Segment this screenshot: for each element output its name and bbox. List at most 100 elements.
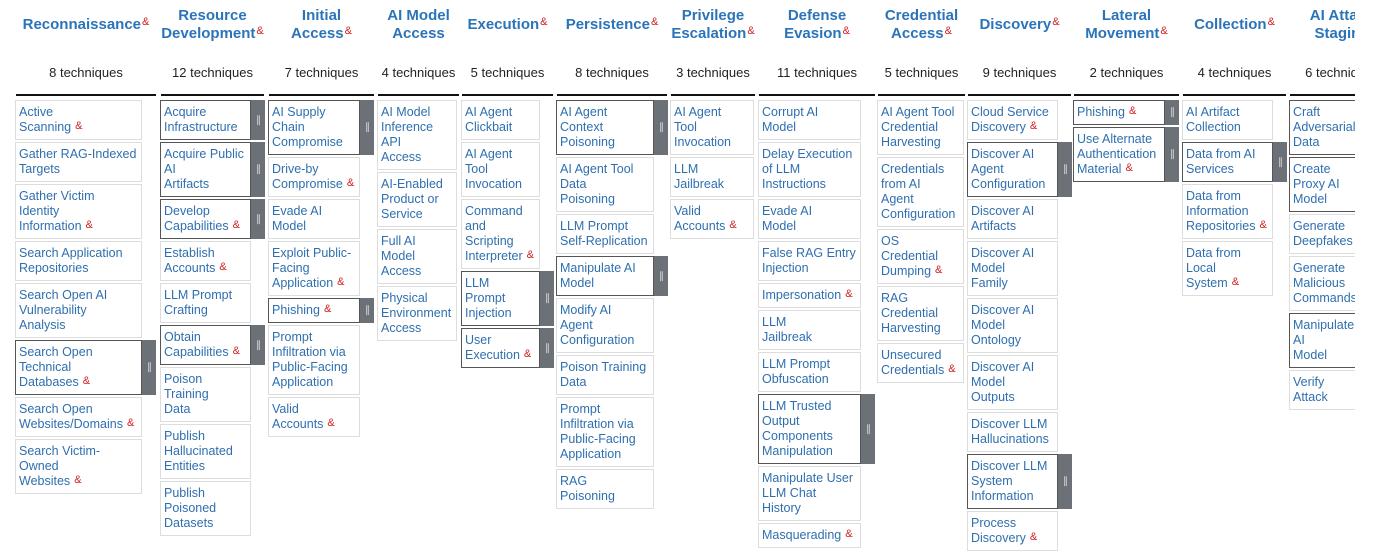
technique-cell[interactable]: LLM Jailbreak xyxy=(670,157,754,197)
expand-subtechniques-handle[interactable]: ∥ xyxy=(251,325,265,365)
expand-subtechniques-handle[interactable]: ∥ xyxy=(251,199,265,239)
technique-cell[interactable]: Develop Capabilities & xyxy=(160,199,251,239)
technique-cell[interactable]: AI Agent Context Poisoning xyxy=(556,100,654,155)
technique-cell[interactable]: Manipulate User LLM Chat History xyxy=(758,466,861,521)
tactic-title[interactable]: Execution& xyxy=(467,16,547,34)
technique-cell[interactable]: Masquerading & xyxy=(758,523,861,548)
technique-cell[interactable]: Discover LLM System Information xyxy=(967,454,1058,509)
expand-subtechniques-handle[interactable]: ∥ xyxy=(540,328,554,368)
tactic-title[interactable]: Discovery& xyxy=(979,16,1059,34)
technique-cell[interactable]: Phishing & xyxy=(1073,100,1165,125)
tactic-title[interactable]: AI Attack Staging xyxy=(1310,7,1355,43)
technique-cell[interactable]: Corrupt AI Model xyxy=(758,100,861,140)
tactic-title[interactable]: Reconnaissance& xyxy=(23,16,150,34)
technique-cell[interactable]: Publish Hallucinated Entities xyxy=(160,424,251,479)
technique-cell[interactable]: Evade AI Model xyxy=(268,199,360,239)
tactic-title[interactable]: Resource Development& xyxy=(161,7,264,43)
technique-cell[interactable]: AI Supply Chain Compromise xyxy=(268,100,360,155)
technique-cell[interactable]: AI Artifact Collection xyxy=(1182,100,1273,140)
technique-cell[interactable]: Evade AI Model xyxy=(758,199,861,239)
tactic-title[interactable]: Initial Access& xyxy=(291,7,352,43)
technique-cell[interactable]: Search Open Websites/Domains & xyxy=(15,397,142,437)
tactic-title[interactable]: Collection& xyxy=(1194,16,1275,34)
technique-cell[interactable]: LLM Prompt Injection xyxy=(461,271,540,326)
technique-cell[interactable]: AI Agent Clickbait xyxy=(461,100,540,140)
technique-cell[interactable]: Poison Training Data xyxy=(556,355,654,395)
technique-cell[interactable]: Acquire Infrastructure xyxy=(160,100,251,140)
expand-subtechniques-handle[interactable]: ∥ xyxy=(654,256,668,296)
expand-subtechniques-handle[interactable]: ∥ xyxy=(1165,127,1179,182)
technique-cell[interactable]: Data from AI Services xyxy=(1182,142,1273,182)
technique-cell[interactable]: Discover AI Model Ontology xyxy=(967,298,1058,353)
tactic-title[interactable]: Credential Access& xyxy=(885,7,958,43)
technique-cell[interactable]: LLM Prompt Self-Replication xyxy=(556,214,654,254)
technique-cell[interactable]: Drive-by Compromise & xyxy=(268,157,360,197)
technique-cell[interactable]: Discover AI Agent Configuration xyxy=(967,142,1058,197)
technique-cell[interactable]: AI-Enabled Product or Service xyxy=(377,172,457,227)
technique-cell[interactable]: Process Discovery & xyxy=(967,511,1058,551)
technique-cell[interactable]: Generate Malicious Commands xyxy=(1289,256,1355,311)
technique-cell[interactable]: RAG Poisoning xyxy=(556,469,654,509)
technique-cell[interactable]: LLM Jailbreak xyxy=(758,310,861,350)
technique-cell[interactable]: AI Agent Tool Invocation xyxy=(461,142,540,197)
technique-cell[interactable]: Establish Accounts & xyxy=(160,241,251,281)
expand-subtechniques-handle[interactable]: ∥ xyxy=(1273,142,1287,182)
expand-subtechniques-handle[interactable]: ∥ xyxy=(1058,454,1072,509)
expand-subtechniques-handle[interactable]: ∥ xyxy=(360,298,374,323)
technique-cell[interactable]: Valid Accounts & xyxy=(268,397,360,437)
technique-cell[interactable]: Data from Information Repositories & xyxy=(1182,184,1273,239)
expand-subtechniques-handle[interactable]: ∥ xyxy=(360,100,374,155)
technique-cell[interactable]: Delay Execution of LLM Instructions xyxy=(758,142,861,197)
technique-cell[interactable]: OS Credential Dumping & xyxy=(877,229,964,284)
technique-cell[interactable]: Publish Poisoned Datasets xyxy=(160,481,251,536)
technique-cell[interactable]: AI Agent Tool Invocation xyxy=(670,100,754,155)
technique-cell[interactable]: Search Open AI Vulnerability Analysis xyxy=(15,283,142,338)
technique-cell[interactable]: Gather Victim Identity Information & xyxy=(15,184,142,239)
technique-cell[interactable]: Exploit Public- Facing Application & xyxy=(268,241,360,296)
technique-cell[interactable]: Search Application Repositories xyxy=(15,241,142,281)
technique-cell[interactable]: Prompt Infiltration via Public-Facing Ap… xyxy=(268,325,360,395)
technique-cell[interactable]: AI Model Inference API Access xyxy=(377,100,457,170)
tactic-title[interactable]: AI Model Access xyxy=(387,7,450,43)
technique-cell[interactable]: Use Alternate Authentication Material & xyxy=(1073,127,1165,182)
expand-subtechniques-handle[interactable]: ∥ xyxy=(654,100,668,155)
technique-cell[interactable]: Modify AI Agent Configuration xyxy=(556,298,654,353)
technique-cell[interactable]: Phishing & xyxy=(268,298,360,323)
technique-cell[interactable]: Cloud Service Discovery & xyxy=(967,100,1058,140)
expand-subtechniques-handle[interactable]: ∥ xyxy=(1165,100,1179,125)
technique-cell[interactable]: LLM Trusted Output Components Manipulati… xyxy=(758,394,861,464)
technique-cell[interactable]: Impersonation & xyxy=(758,283,861,308)
technique-cell[interactable]: Gather RAG-Indexed Targets xyxy=(15,142,142,182)
technique-cell[interactable]: Discover LLM Hallucinations xyxy=(967,412,1058,452)
expand-subtechniques-handle[interactable]: ∥ xyxy=(1058,142,1072,197)
technique-cell[interactable]: Valid Accounts & xyxy=(670,199,754,239)
technique-cell[interactable]: Unsecured Credentials & xyxy=(877,343,964,383)
expand-subtechniques-handle[interactable]: ∥ xyxy=(251,142,265,197)
technique-cell[interactable]: Credentials from AI Agent Configuration xyxy=(877,157,964,227)
technique-cell[interactable]: Search Open Technical Databases & xyxy=(15,340,142,395)
technique-cell[interactable]: Acquire Public AI Artifacts xyxy=(160,142,251,197)
tactic-title[interactable]: Privilege Escalation& xyxy=(671,7,754,43)
expand-subtechniques-handle[interactable]: ∥ xyxy=(861,394,875,464)
technique-cell[interactable]: Search Victim- Owned Websites & xyxy=(15,439,142,494)
technique-cell[interactable]: Manipulate AI Model xyxy=(556,256,654,296)
technique-cell[interactable]: LLM Prompt Obfuscation xyxy=(758,352,861,392)
technique-cell[interactable]: AI Agent Tool Credential Harvesting xyxy=(877,100,964,155)
expand-subtechniques-handle[interactable]: ∥ xyxy=(142,340,156,395)
technique-cell[interactable]: Poison Training Data xyxy=(160,367,251,422)
technique-cell[interactable]: AI Agent Tool Data Poisoning xyxy=(556,157,654,212)
technique-cell[interactable]: Discover AI Model Family xyxy=(967,241,1058,296)
tactic-title[interactable]: Persistence& xyxy=(566,16,659,34)
technique-cell[interactable]: Craft Adversarial Data xyxy=(1289,100,1355,155)
technique-cell[interactable]: Verify Attack xyxy=(1289,370,1355,410)
technique-cell[interactable]: Data from Local System & xyxy=(1182,241,1273,296)
technique-cell[interactable]: User Execution & xyxy=(461,328,540,368)
technique-cell[interactable]: Create Proxy AI Model xyxy=(1289,157,1355,212)
technique-cell[interactable]: Manipulate AI Model xyxy=(1289,313,1355,368)
tactic-title[interactable]: Defense Evasion& xyxy=(784,7,850,43)
technique-cell[interactable]: Obtain Capabilities & xyxy=(160,325,251,365)
technique-cell[interactable]: Full AI Model Access xyxy=(377,229,457,284)
technique-cell[interactable]: Command and Scripting Interpreter & xyxy=(461,199,540,269)
technique-cell[interactable]: Discover AI Artifacts xyxy=(967,199,1058,239)
technique-cell[interactable]: Physical Environment Access xyxy=(377,286,457,341)
